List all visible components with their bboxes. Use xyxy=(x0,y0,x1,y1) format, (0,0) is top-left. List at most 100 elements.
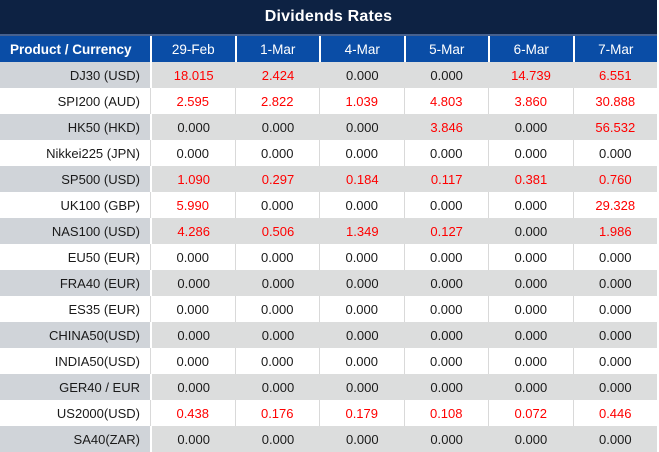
rate-cell: 0.000 xyxy=(319,114,404,140)
rate-cell: 0.000 xyxy=(403,426,489,452)
rate-cell: 0.000 xyxy=(150,270,236,296)
product-label: DJ30 (USD) xyxy=(0,62,150,88)
product-label: HK50 (HKD) xyxy=(0,114,150,140)
rate-cell: 0.000 xyxy=(488,192,573,218)
product-label: GER40 / EUR xyxy=(0,374,150,400)
product-label: FRA40 (EUR) xyxy=(0,270,150,296)
rate-cell: 56.532 xyxy=(572,114,657,140)
rate-cell: 0.000 xyxy=(488,348,573,374)
rate-cell: 0.000 xyxy=(319,426,404,452)
rate-cell: 0.438 xyxy=(150,400,235,426)
rate-cell: 0.000 xyxy=(319,140,404,166)
rate-cell: 0.000 xyxy=(235,374,320,400)
table-row: ES35 (EUR) 0.000 0.000 0.000 0.000 0.000 0.000 xyxy=(0,296,657,322)
rate-cell: 0.000 xyxy=(150,322,236,348)
rate-cell: 0.000 xyxy=(150,296,235,322)
product-label: SP500 (USD) xyxy=(0,166,150,192)
rate-cell: 0.000 xyxy=(572,322,657,348)
rate-cell: 0.000 xyxy=(319,296,404,322)
table-row: EU50 (EUR) 0.000 0.000 0.000 0.000 0.000 0.000 xyxy=(0,244,657,270)
rate-cell: 0.000 xyxy=(488,426,573,452)
rate-cell: 1.986 xyxy=(572,218,657,244)
rate-cell: 0.000 xyxy=(319,192,404,218)
rate-cell: 0.000 xyxy=(488,296,573,322)
rate-cell: 0.000 xyxy=(403,140,489,166)
rate-cell: 4.803 xyxy=(403,88,489,114)
rate-cell: 0.000 xyxy=(403,244,489,270)
product-label: ES35 (EUR) xyxy=(68,301,140,317)
rate-cell: 0.000 xyxy=(403,374,489,400)
rate-cell: 1.090 xyxy=(150,166,236,192)
table-title: Dividends Rates xyxy=(264,8,393,25)
rate-cell: 0.446 xyxy=(572,400,658,426)
rate-cell: 0.000 xyxy=(572,140,658,166)
rate-cell: 0.000 xyxy=(234,348,320,374)
table-row: NAS100 (USD) 4.286 0.506 1.349 0.127 0.000 1.9… xyxy=(0,218,657,244)
rate-cell: 0.000 xyxy=(488,218,573,244)
table-row: US2000(USD) 0.438 0.176 0.179 0.108 0.072 0.44… xyxy=(0,400,657,426)
rate-cell: 0.000 xyxy=(150,244,235,270)
rate-cell: 30.888 xyxy=(572,88,658,114)
rate-cell: 0.000 xyxy=(403,322,489,348)
rate-cell: 0.760 xyxy=(572,166,657,192)
table-row: SPI200 (AUD) 2.595 2.822 1.039 4.803 3.860 30.… xyxy=(0,88,657,114)
product-label: SPI200 (AUD) xyxy=(57,93,140,109)
rate-cell: 0.381 xyxy=(488,166,573,192)
rate-cell: 14.739 xyxy=(488,62,573,88)
rate-cell: 0.117 xyxy=(403,166,489,192)
product-label: NAS100 (USD) xyxy=(0,218,150,244)
rate-cell: 2.595 xyxy=(150,88,235,114)
rate-cell: 0.000 xyxy=(403,62,489,88)
rate-cell: 4.286 xyxy=(150,218,236,244)
rate-cell: 0.000 xyxy=(235,114,320,140)
rate-cell: 0.000 xyxy=(572,296,658,322)
rate-cell: 0.176 xyxy=(234,400,320,426)
rate-cell: 3.846 xyxy=(403,114,489,140)
rate-cell: 0.000 xyxy=(403,296,489,322)
rate-cell: 0.000 xyxy=(488,270,573,296)
rate-cell: 0.000 xyxy=(488,374,573,400)
table-row: UK100 (GBP) 5.990 0.000 0.000 0.000 0.000 29.3… xyxy=(0,192,657,218)
rate-cell: 0.000 xyxy=(572,348,658,374)
rate-cell: 0.000 xyxy=(235,270,320,296)
rate-cell: 0.000 xyxy=(150,140,235,166)
rate-cell: 0.000 xyxy=(488,140,573,166)
rate-cell: 0.000 xyxy=(234,192,320,218)
rate-cell: 0.000 xyxy=(572,244,658,270)
product-label: Nikkei225 (JPN) xyxy=(46,145,140,161)
rate-cell: 0.000 xyxy=(319,62,404,88)
product-label: US2000(USD) xyxy=(56,405,140,421)
rate-cell: 0.072 xyxy=(488,400,573,426)
rate-cell: 0.000 xyxy=(319,244,404,270)
rate-cell: 0.000 xyxy=(234,296,320,322)
rate-cell: 0.000 xyxy=(572,426,657,452)
rate-cell: 0.000 xyxy=(150,374,236,400)
product-label: EU50 (EUR) xyxy=(67,249,140,265)
rate-cell: 0.000 xyxy=(150,426,236,452)
table-row: GER40 / EUR 0.000 0.000 0.000 0.000 0.000 0.00… xyxy=(0,374,657,400)
rate-cell: 0.000 xyxy=(319,348,404,374)
rate-cell: 0.000 xyxy=(319,374,404,400)
rate-cell: 0.000 xyxy=(234,140,320,166)
product-label: SA40(ZAR) xyxy=(0,426,150,452)
column-header-row: Product / Currency 29-Feb 1-Mar 4-Mar 5-Mar… xyxy=(0,36,657,62)
rate-cell: 0.000 xyxy=(488,322,573,348)
rate-cell: 0.000 xyxy=(403,348,489,374)
rate-cell: 0.108 xyxy=(403,400,489,426)
table-row: SA40(ZAR) 0.000 0.000 0.000 0.000 0.000 0.000 xyxy=(0,426,657,452)
rate-cell: 0.000 xyxy=(319,322,404,348)
rate-cell: 0.179 xyxy=(319,400,404,426)
column-header-1-mar: 1-Mar xyxy=(234,36,319,62)
rate-cell: 0.184 xyxy=(319,166,404,192)
product-label: CHINA50(USD) xyxy=(0,322,150,348)
rate-cell: 5.990 xyxy=(150,192,235,218)
rate-cell: 0.000 xyxy=(319,270,404,296)
rate-cell: 0.000 xyxy=(403,270,489,296)
table-row: HK50 (HKD) 0.000 0.000 0.000 3.846 0.000 56.53… xyxy=(0,114,657,140)
rate-cell: 3.860 xyxy=(488,88,573,114)
column-header-6-mar: 6-Mar xyxy=(488,36,573,62)
rate-cell: 0.000 xyxy=(234,244,320,270)
rate-cell: 0.000 xyxy=(150,348,235,374)
table-row: FRA40 (EUR) 0.000 0.000 0.000 0.000 0.000 0.00… xyxy=(0,270,657,296)
